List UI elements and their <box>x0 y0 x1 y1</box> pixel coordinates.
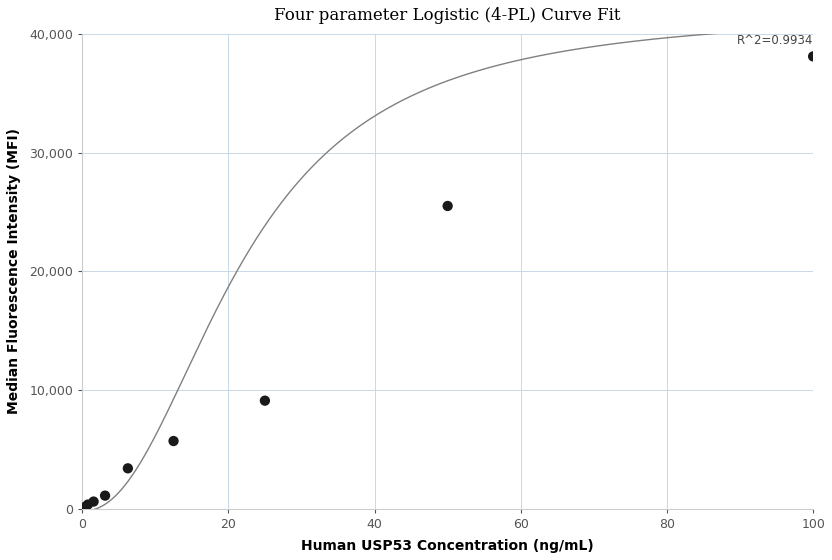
Y-axis label: Median Fluorescence Intensity (MFI): Median Fluorescence Intensity (MFI) <box>7 128 21 414</box>
Point <box>87 497 100 506</box>
Title: Four parameter Logistic (4-PL) Curve Fit: Four parameter Logistic (4-PL) Curve Fit <box>275 7 621 24</box>
Point <box>167 437 181 446</box>
Point <box>98 491 111 500</box>
Point <box>441 202 454 211</box>
X-axis label: Human USP53 Concentration (ng/mL): Human USP53 Concentration (ng/mL) <box>301 539 594 553</box>
Text: R^2=0.9934: R^2=0.9934 <box>737 34 813 47</box>
Point <box>258 396 271 405</box>
Point <box>806 52 820 61</box>
Point <box>78 502 92 511</box>
Point <box>82 500 95 509</box>
Point <box>121 464 135 473</box>
